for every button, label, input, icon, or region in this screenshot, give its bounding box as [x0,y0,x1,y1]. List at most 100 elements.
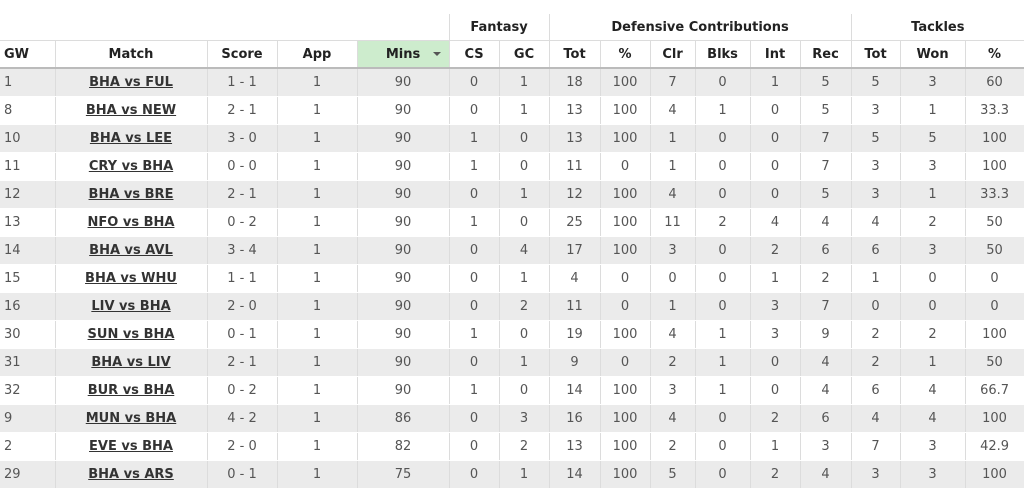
cell-mins: 75 [357,460,450,489]
cell-tot: 6 [851,376,901,405]
cell-rec: 5 [800,180,852,209]
cell-blks: 1 [695,320,751,349]
cell-blks: 0 [695,292,751,321]
cell-won: 1 [900,348,966,377]
cell-score: 0 - 1 [207,460,278,489]
cell-mins: 90 [357,96,450,125]
sort-dropdown-icon[interactable] [432,52,441,56]
table-row: 8 BHA vs NEW 2 - 1 1 90 0 1 13 100 4 1 0 5 3 1 33.3 [0,96,1024,125]
cell-gc: 1 [499,96,550,125]
cell-won: 3 [900,432,966,461]
cell-gw: 31 [0,348,56,377]
column-header-label: Tot [563,46,586,62]
cell-mins: 90 [357,208,450,237]
column-header-mins-4[interactable]: Mins [357,40,450,69]
cell-pct: 100 [600,208,651,237]
match-link[interactable]: NFO vs BHA [55,208,208,237]
column-header-rec-12[interactable]: Rec [800,40,852,69]
match-link[interactable]: BHA vs AVL [55,236,208,265]
column-header-int-11[interactable]: Int [750,40,801,69]
column-header-label: GW [4,46,30,62]
cell-score: 0 - 1 [207,320,278,349]
cell-score: 2 - 1 [207,180,278,209]
cell-tot: 2 [851,348,901,377]
table-row: 16 LIV vs BHA 2 - 0 1 90 0 2 11 0 1 0 3 7 0 0 0 [0,292,1024,321]
column-header-won-14[interactable]: Won [900,40,966,69]
group-fantasy: Fantasy [448,14,550,41]
column-header-blks-10[interactable]: Blks [695,40,751,69]
column-header-gw-0[interactable]: GW [0,40,56,69]
table-row: 14 BHA vs AVL 3 - 4 1 90 0 4 17 100 3 0 2 6 6 3 50 [0,236,1024,265]
cell-won: 0 [900,264,966,293]
match-link[interactable]: BHA vs LIV [55,348,208,377]
column-header-clr-9[interactable]: Clr [650,40,696,69]
match-link[interactable]: BHA vs LEE [55,124,208,153]
cell-mins: 90 [357,180,450,209]
cell-won: 3 [900,68,966,97]
cell-mins: 86 [357,404,450,433]
cell-pct: 66.7 [965,376,1024,405]
cell-tot: 13 [549,124,601,153]
match-link[interactable]: BHA vs WHU [55,264,208,293]
cell-cs: 0 [449,236,500,265]
cell-tot: 3 [851,180,901,209]
column-header-label: Match [108,46,154,62]
match-link[interactable]: BHA vs NEW [55,96,208,125]
column-header-tot-7[interactable]: Tot [549,40,601,69]
cell-pct: 100 [600,432,651,461]
column-header-label: Blks [707,46,738,62]
match-link[interactable]: CRY vs BHA [55,152,208,181]
match-stats-table: Fantasy Defensive Contributions Tackles … [0,14,1024,489]
cell-pct: 33.3 [965,96,1024,125]
cell-pct: 100 [965,320,1024,349]
cell-gc: 1 [499,180,550,209]
column-header-app-3[interactable]: App [277,40,358,69]
cell-clr: 4 [650,404,696,433]
cell-clr: 3 [650,236,696,265]
match-link[interactable]: SUN vs BHA [55,320,208,349]
cell-blks: 1 [695,376,751,405]
column-header-match-1[interactable]: Match [55,40,208,69]
match-link[interactable]: BHA vs FUL [55,68,208,97]
cell-app: 1 [277,460,358,489]
cell-pct: 100 [600,376,651,405]
match-link[interactable]: BUR vs BHA [55,376,208,405]
column-header-gc-6[interactable]: GC [499,40,550,69]
cell-cs: 0 [449,404,500,433]
cell-tot: 7 [851,432,901,461]
cell-gc: 0 [499,376,550,405]
cell-mins: 90 [357,348,450,377]
column-header-pct-8[interactable]: % [600,40,651,69]
cell-blks: 0 [695,152,751,181]
cell-gc: 4 [499,236,550,265]
column-header-label: GC [513,46,535,62]
cell-tot: 11 [549,292,601,321]
cell-tot: 4 [851,404,901,433]
table-row: 30 SUN vs BHA 0 - 1 1 90 1 0 19 100 4 1 3 9 2 2 100 [0,320,1024,349]
cell-pct: 100 [600,236,651,265]
cell-gw: 10 [0,124,56,153]
cell-int: 2 [750,460,801,489]
cell-tot: 16 [549,404,601,433]
cell-tot: 9 [549,348,601,377]
match-link[interactable]: BHA vs BRE [55,180,208,209]
table-row: 1 BHA vs FUL 1 - 1 1 90 0 1 18 100 7 0 1 5 5 3 60 [0,68,1024,97]
cell-cs: 1 [449,208,500,237]
cell-clr: 3 [650,376,696,405]
match-link[interactable]: BHA vs ARS [55,460,208,489]
column-header-pct-15[interactable]: % [965,40,1024,69]
column-header-cs-5[interactable]: CS [449,40,500,69]
cell-tot: 18 [549,68,601,97]
cell-gc: 2 [499,432,550,461]
column-header-score-2[interactable]: Score [207,40,278,69]
match-link[interactable]: EVE vs BHA [55,432,208,461]
match-link[interactable]: LIV vs BHA [55,292,208,321]
cell-tot: 11 [549,152,601,181]
cell-pct: 100 [600,68,651,97]
cell-tot: 2 [851,320,901,349]
match-link[interactable]: MUN vs BHA [55,404,208,433]
cell-pct: 0 [600,348,651,377]
cell-app: 1 [277,376,358,405]
cell-gc: 1 [499,348,550,377]
column-header-tot-13[interactable]: Tot [851,40,901,69]
